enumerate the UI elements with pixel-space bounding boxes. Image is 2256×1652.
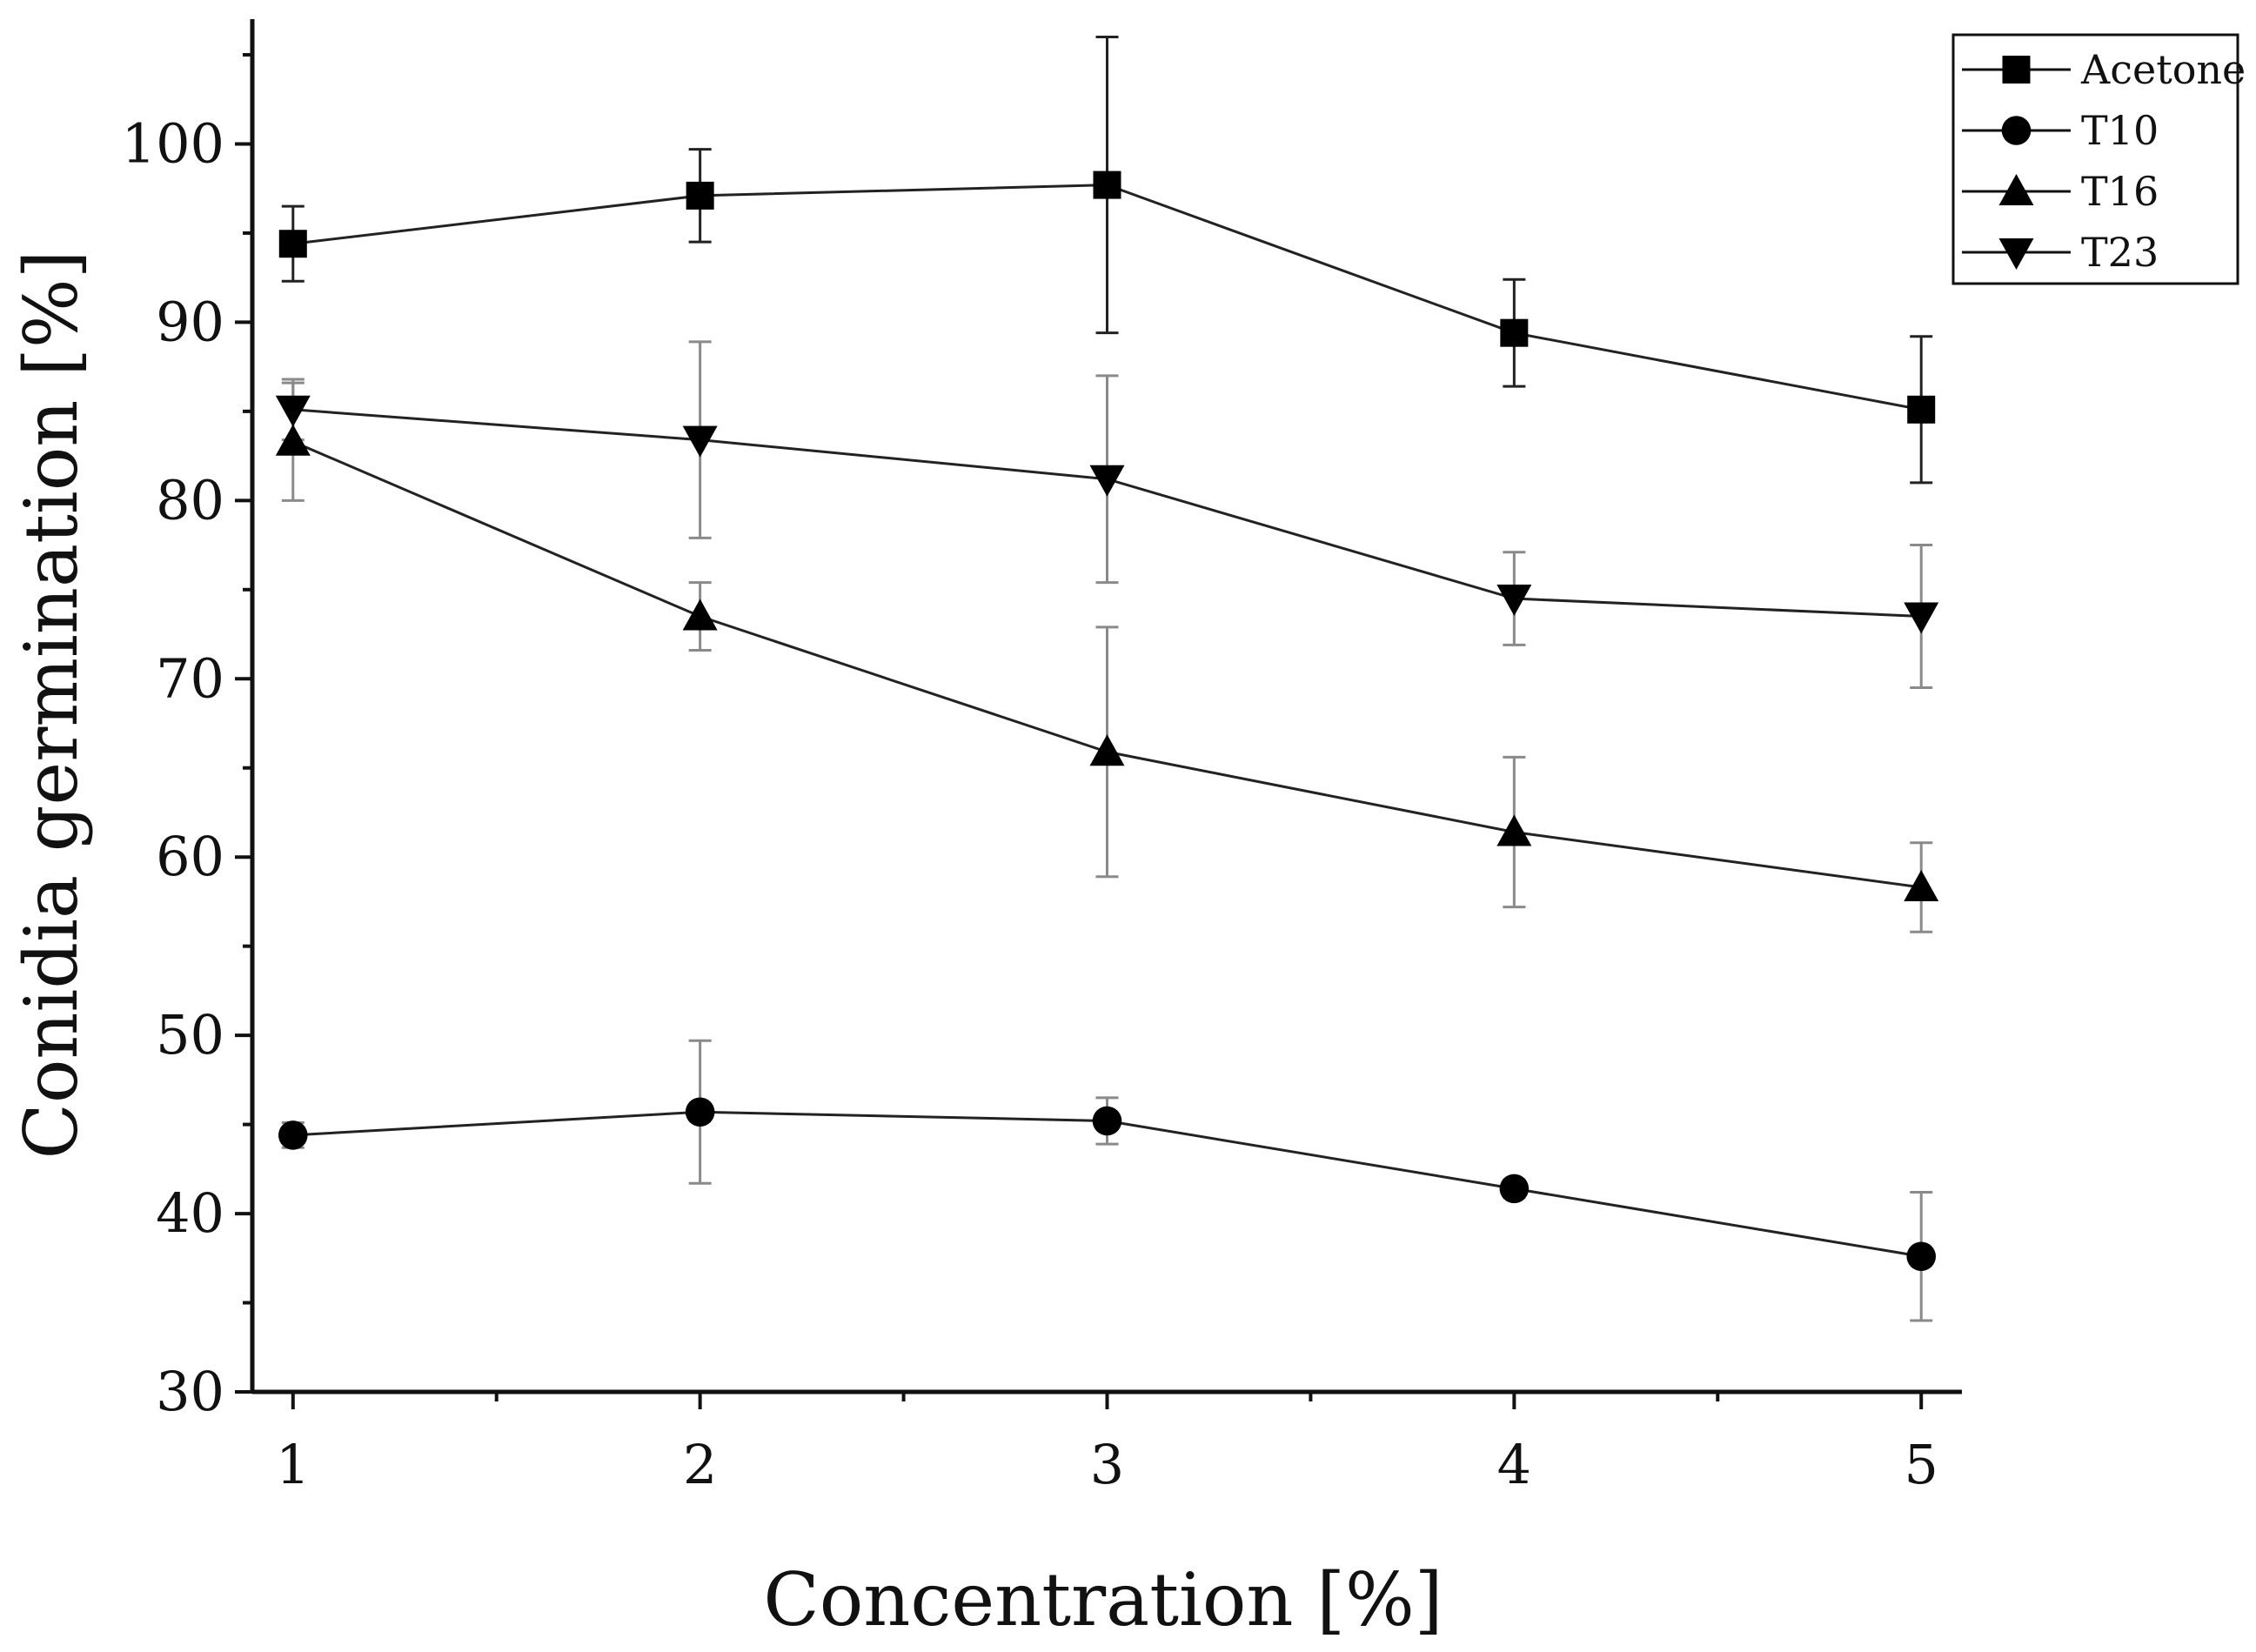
t10-data-point (278, 1120, 308, 1150)
t23-data-point (1089, 465, 1125, 497)
t23-data-point (682, 425, 718, 458)
acetone-data-point (1907, 395, 1936, 424)
t23-data-point (1496, 585, 1532, 617)
legend-label-acetone: Acetone (2080, 46, 2246, 93)
t10-data-point (1906, 1241, 1937, 1272)
t10-data-point (1499, 1174, 1530, 1204)
legend: Acetone T10 T16 T23 (1951, 33, 2246, 285)
legend-marker-t16 (1998, 174, 2034, 205)
y-tick-label: 70 (156, 646, 224, 710)
y-tick-label: 40 (156, 1181, 224, 1245)
t16-data-point (1089, 734, 1125, 766)
y-tick-label: 50 (156, 1003, 224, 1067)
acetone-data-point (686, 181, 714, 210)
axis-ticks: 30 40 50 60 70 80 90 100 1 2 3 4 5 (122, 52, 1938, 1496)
legend-marker-t23 (1998, 238, 2034, 270)
t16-data-point (682, 599, 718, 631)
y-tick-label: 80 (156, 468, 224, 532)
t16-data-point (1904, 870, 1939, 902)
t10-data-point (685, 1097, 715, 1127)
x-tick-label: 1 (276, 1433, 310, 1496)
y-axis-title: Conidia germination [%] (9, 251, 94, 1160)
legend-label-t23: T23 (2081, 229, 2159, 276)
acetone-data-point (1093, 171, 1121, 199)
t23-data-point (275, 395, 311, 427)
x-axis-title: Concentration [%] (763, 1557, 1443, 1642)
x-tick-label: 4 (1497, 1433, 1531, 1496)
legend-label-t10: T10 (2081, 107, 2159, 154)
legend-label-t16: T16 (2081, 168, 2159, 215)
x-tick-label: 2 (683, 1433, 717, 1496)
t16-data-point (1496, 814, 1532, 846)
t10-data-point (1092, 1106, 1122, 1136)
legend-marker-t10 (2001, 116, 2032, 145)
y-tick-label: 100 (122, 111, 224, 175)
acetone-data-point (1500, 318, 1529, 347)
y-tick-label: 90 (156, 290, 224, 353)
t16-data-point (275, 424, 311, 456)
x-tick-label: 5 (1904, 1433, 1938, 1496)
t23-data-point (1904, 602, 1939, 634)
y-tick-label: 30 (156, 1360, 224, 1423)
acetone-data-point (278, 230, 307, 258)
series-markers (275, 171, 1939, 1272)
legend-box (1951, 33, 2239, 285)
x-tick-label: 3 (1090, 1433, 1124, 1496)
y-tick-label: 60 (156, 825, 224, 888)
legend-marker-acetone (2002, 56, 2031, 84)
